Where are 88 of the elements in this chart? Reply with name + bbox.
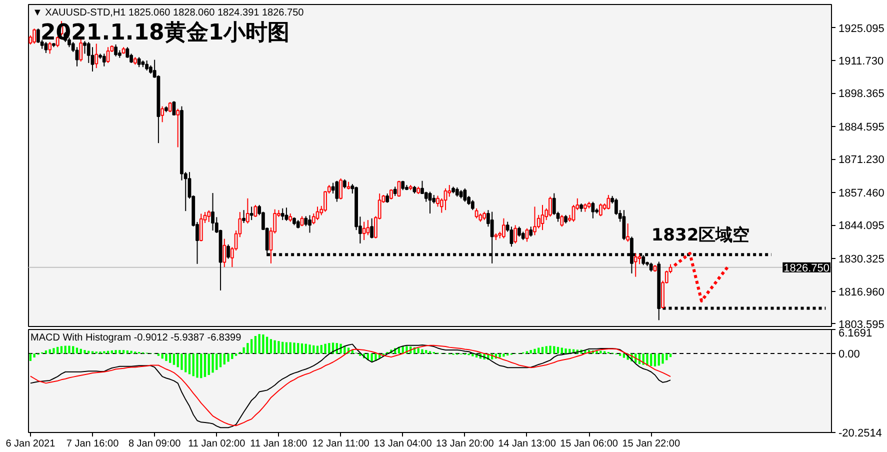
candlestick [207,210,211,223]
annotation: 1832区域空 [651,226,750,246]
candlestick [386,193,390,204]
candlestick [106,46,110,64]
x-tick-label: 12 Jan 11:00 [312,438,370,450]
candlestick [342,178,346,189]
x-tick-label: 15 Jan 06:00 [560,438,618,450]
candlestick [75,46,79,67]
candlestick [428,191,432,214]
candlestick [246,198,250,224]
candlestick [114,44,118,57]
candlestick [470,200,474,211]
candlestick [316,206,320,221]
x-tick-label: 15 Jan 22:00 [622,438,680,450]
candlestick [90,46,94,72]
y-tick-label: 1884.595 [838,122,884,134]
candlestick [606,194,610,210]
candlestick [622,210,626,241]
candlestick [280,208,284,221]
y-tick-label: 1871.230 [838,154,884,166]
candlestick [455,186,459,198]
candlestick [308,214,312,234]
candlestick [540,204,544,231]
candlestick [560,214,564,228]
candlestick [525,228,529,242]
ref-line-label: 1826.750 [784,262,830,274]
candlestick [226,244,230,260]
candlestick [199,213,203,242]
candlestick [94,43,98,69]
candlestick [533,206,536,236]
candlestick [366,220,370,236]
candlestick [284,207,288,222]
candlestick [362,221,366,241]
x-tick-label: 11 Jan 02:00 [188,438,246,450]
candlestick [572,204,576,222]
candlestick [339,178,342,200]
x-tick-label: 7 Jan 16:00 [66,438,120,450]
candlestick [502,218,506,239]
candlestick [548,196,552,218]
candlestick [463,188,467,202]
x-tick-label: 13 Jan 20:00 [436,438,494,450]
candlestick [474,208,478,219]
y-tick-label: -20.2514 [838,428,882,440]
y-tick-label: 1857.460 [838,188,884,200]
y-tick-label: 1844.095 [838,220,884,232]
y-tick-label: 1816.960 [838,286,884,298]
candlestick [510,226,514,248]
candlestick [137,56,141,68]
y-tick-label: 0.00 [838,348,860,361]
candlestick [518,226,521,238]
candlestick [172,100,176,116]
candlestick [638,254,642,265]
x-tick-label: 11 Jan 18:00 [250,438,308,450]
candlestick [634,252,638,278]
x-tick-label: 6 Jan 2021 [6,438,56,450]
candlestick [514,224,518,244]
candlestick [126,46,130,58]
candlestick [529,226,533,238]
chart-subtitle: ▼ XAUUSD-STD,H1 1825.060 1828.060 1824.391 1826.750 [32,8,304,18]
candlestick [370,218,374,239]
candlestick [145,60,149,72]
y-tick-label: 1830.325 [838,254,884,266]
candlestick [32,28,36,44]
candlestick [649,262,653,272]
y-tick-label: 6.1691 [838,328,872,340]
candlestick [393,186,397,196]
candlestick [222,238,226,268]
chart-title: MACD With Histogram -0.9012 -5.9387 -6.8399 [30,332,242,344]
candlestick [102,53,106,67]
candlestick [626,222,630,242]
x-tick-label: 13 Jan 04:00 [374,438,432,450]
candlestick [598,202,602,217]
candlestick [335,180,339,202]
y-tick-label: 1911.730 [838,55,884,68]
y-tick-label: 1925.095 [838,22,884,35]
candlestick [211,192,214,232]
candlestick [168,102,172,113]
candlestick [591,201,595,219]
candlestick [254,204,258,218]
x-tick-label: 8 Jan 09:00 [128,438,182,450]
y-tick-label: 1898.365 [838,88,884,100]
x-tick-label: 14 Jan 13:00 [498,438,556,450]
candlestick [160,106,164,123]
candlestick [448,184,452,198]
candlestick [242,210,246,224]
candlestick [250,206,254,221]
line-series [672,252,730,302]
candlestick [176,108,180,148]
